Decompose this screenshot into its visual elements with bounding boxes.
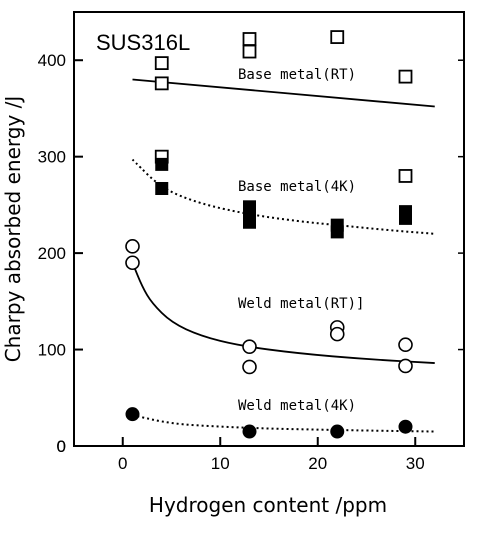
plot-frame <box>73 11 465 447</box>
data-point <box>125 255 140 271</box>
fit-curve-3 <box>131 262 435 364</box>
fit-curves <box>131 78 435 433</box>
data-point <box>398 337 413 353</box>
data-point <box>155 181 169 195</box>
y-tick-label: 0 <box>57 437 66 456</box>
series-label-3: Weld metal(RT)] <box>238 296 364 312</box>
data-point <box>125 407 140 422</box>
data-point <box>330 225 344 239</box>
y-tick-label: 300 <box>38 148 66 167</box>
fit-curve-4 <box>132 414 435 433</box>
chart-title: SUS316L <box>96 30 190 55</box>
data-point <box>398 419 413 434</box>
data-point <box>242 359 257 375</box>
data-point <box>329 326 345 342</box>
data-point <box>242 339 257 354</box>
data-point <box>242 44 257 59</box>
y-tick-label: 0 <box>57 437 66 456</box>
series-label-1: Base metal(RT) <box>238 67 356 83</box>
data-point <box>398 169 413 183</box>
fit-curve-1 <box>132 78 435 108</box>
series-labels: Base metal(RT) Base metal(4K) Weld metal(R… <box>238 67 364 414</box>
data-point <box>330 30 345 44</box>
data-point <box>398 69 413 84</box>
data-point <box>398 358 413 374</box>
x-tick-label: 0 <box>118 454 127 473</box>
data-point <box>242 32 257 46</box>
x-axis-title: Hydrogen content /ppm <box>149 493 387 517</box>
x-tick-label: 20 <box>308 454 327 473</box>
series-label-4: Weld metal(4K) <box>238 398 356 414</box>
data-point <box>330 424 345 439</box>
data-point <box>154 76 169 91</box>
series-label-2: Base metal(4K) <box>238 179 356 195</box>
y-tick-label: 100 <box>38 341 66 360</box>
fit-curve-2 <box>131 158 435 235</box>
data-points <box>125 30 413 439</box>
x-tick-label: 10 <box>211 454 230 473</box>
y-tick-label: 400 <box>38 51 66 70</box>
data-point <box>154 56 169 71</box>
x-tick-label: 30 <box>406 454 425 473</box>
y-axis-title: Charpy absorbed energy /J <box>1 96 25 363</box>
data-point <box>399 211 412 225</box>
data-point <box>155 157 169 171</box>
data-point <box>243 215 256 229</box>
data-point <box>125 239 140 254</box>
y-tick-label: 200 <box>38 244 66 263</box>
data-point <box>242 424 257 439</box>
